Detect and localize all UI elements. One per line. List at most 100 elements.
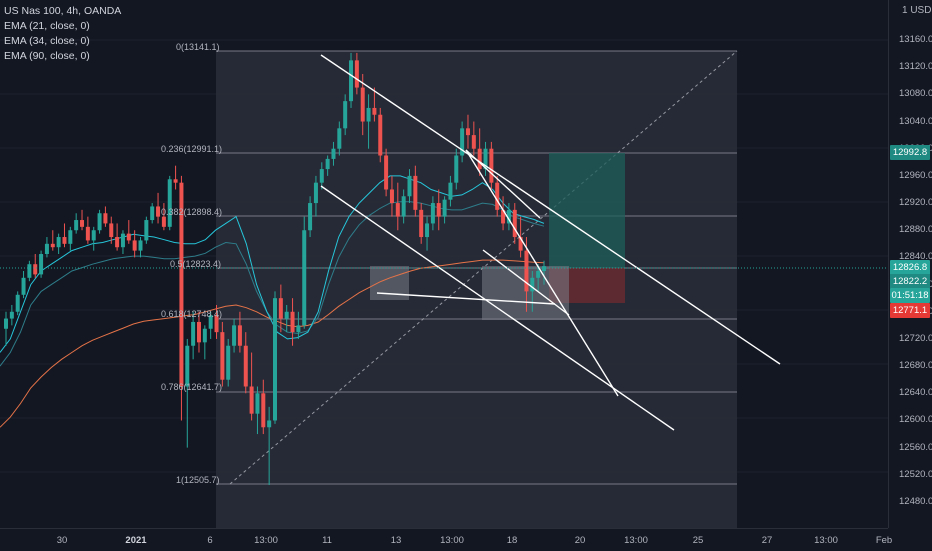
ema-price-badge: 12822.2 [890, 274, 930, 289]
candle-up [460, 128, 465, 156]
candle-up [442, 199, 447, 217]
candle-down [512, 209, 517, 238]
candle-up [284, 311, 289, 319]
position-target-zone[interactable] [549, 153, 625, 268]
candle-down [214, 315, 219, 333]
candle-up [337, 128, 342, 149]
price-tick-label: 12840.0 [899, 251, 932, 263]
candle-down [62, 237, 67, 244]
candle-down [132, 240, 137, 251]
time-tick-label: 11 [322, 535, 332, 546]
currency-label[interactable]: 1 USD ▾ [902, 5, 932, 16]
candle-up [542, 266, 546, 271]
candle-up [74, 220, 79, 231]
candle-down [249, 386, 254, 414]
candle-down [489, 148, 494, 183]
candle-down [243, 345, 248, 387]
price-axis[interactable] [888, 0, 932, 528]
candle-up [454, 155, 459, 183]
candle-down [471, 135, 476, 149]
fib-label-0236: 0.236(12991.1) [161, 144, 223, 154]
time-tick-label: 18 [506, 535, 518, 546]
candle-up [208, 315, 213, 329]
ema34-label[interactable]: EMA (34, close, 0) [4, 35, 90, 47]
fib-retracement-area[interactable] [216, 51, 737, 528]
ema-lines [0, 175, 545, 428]
price-tick-label: 12720.0 [899, 332, 932, 344]
candle-up [425, 223, 430, 238]
triangle-upper-line [465, 149, 619, 397]
candle-down [179, 182, 184, 387]
candles [4, 52, 546, 486]
time-axis[interactable] [0, 528, 888, 551]
candle-up [448, 182, 453, 200]
symbol-title[interactable]: US Nas 100, 4h, OANDA [4, 5, 122, 17]
time-tick-label: 27 [761, 535, 773, 546]
ema90-label[interactable]: EMA (90, close, 0) [4, 50, 90, 62]
price-tick-label: 12560.0 [899, 441, 932, 453]
price-tick-label: 12880.0 [899, 224, 932, 236]
candle-up [167, 179, 172, 227]
candle-up [144, 220, 149, 241]
price-chart[interactable] [0, 0, 888, 528]
candle-up [9, 311, 14, 319]
candle-down [85, 226, 90, 241]
candle-up [138, 240, 143, 251]
candle-up [273, 298, 277, 421]
candle-up [120, 233, 125, 248]
candle-up [56, 237, 61, 248]
price-tick-label: 12920.0 [899, 197, 932, 209]
candle-up [430, 203, 435, 224]
candle-down [103, 213, 108, 224]
candle-up [407, 175, 412, 197]
candle-down [80, 220, 85, 227]
candle-down [524, 250, 529, 292]
candle-down [173, 179, 178, 183]
time-tick-label: 25 [692, 535, 704, 546]
fib-label-0786: 0.786(12641.7) [161, 382, 223, 392]
candle-up [97, 213, 102, 231]
stop-price-badge: 12771.1 [890, 303, 930, 318]
fib-label-05: 0.5(12823.4) [170, 259, 222, 269]
price-tick-label: 12600.0 [899, 414, 932, 426]
candle-down [354, 60, 359, 88]
fib-label-0382: 0.382(12898.4) [161, 207, 223, 217]
candle-down [290, 311, 295, 333]
ema21-label[interactable]: EMA (21, close, 0) [4, 20, 90, 32]
price-tick-label: 12680.0 [899, 360, 932, 372]
candle-down [378, 114, 383, 156]
price-tick-label: 12480.0 [899, 496, 932, 507]
candle-up [349, 60, 354, 102]
candle-down [501, 209, 506, 224]
candle-down [495, 182, 500, 210]
candle-up [39, 254, 44, 275]
time-tick-label: 6 [207, 535, 213, 546]
candle-down [161, 216, 166, 227]
time-tick-label: Feb [875, 535, 893, 546]
channel-line [465, 149, 541, 219]
candle-down [465, 128, 470, 136]
last-price-badge: 12826.8 [890, 260, 930, 275]
candle-up [27, 264, 32, 278]
time-tick-label: 13:00 [254, 535, 278, 546]
candle-up [15, 294, 20, 312]
candle-down [372, 107, 377, 115]
currency-text: 1 USD [902, 5, 932, 16]
price-tick-label: 13080.0 [899, 88, 932, 100]
candle-up [21, 277, 26, 295]
candle-down [220, 332, 225, 380]
candle-down [50, 243, 55, 248]
wedge-upper-line [320, 54, 781, 365]
candle-up [308, 203, 313, 231]
trend-lines[interactable] [320, 54, 781, 431]
candle-up [331, 148, 336, 159]
candle-up [319, 169, 324, 183]
candle-up [202, 328, 207, 343]
candle-down [477, 148, 482, 170]
ema34-line [0, 201, 545, 367]
candle-down [360, 87, 365, 122]
price-tick-label: 12960.0 [899, 169, 932, 181]
candle-up [68, 230, 73, 244]
wedge-lower-line [320, 185, 675, 431]
